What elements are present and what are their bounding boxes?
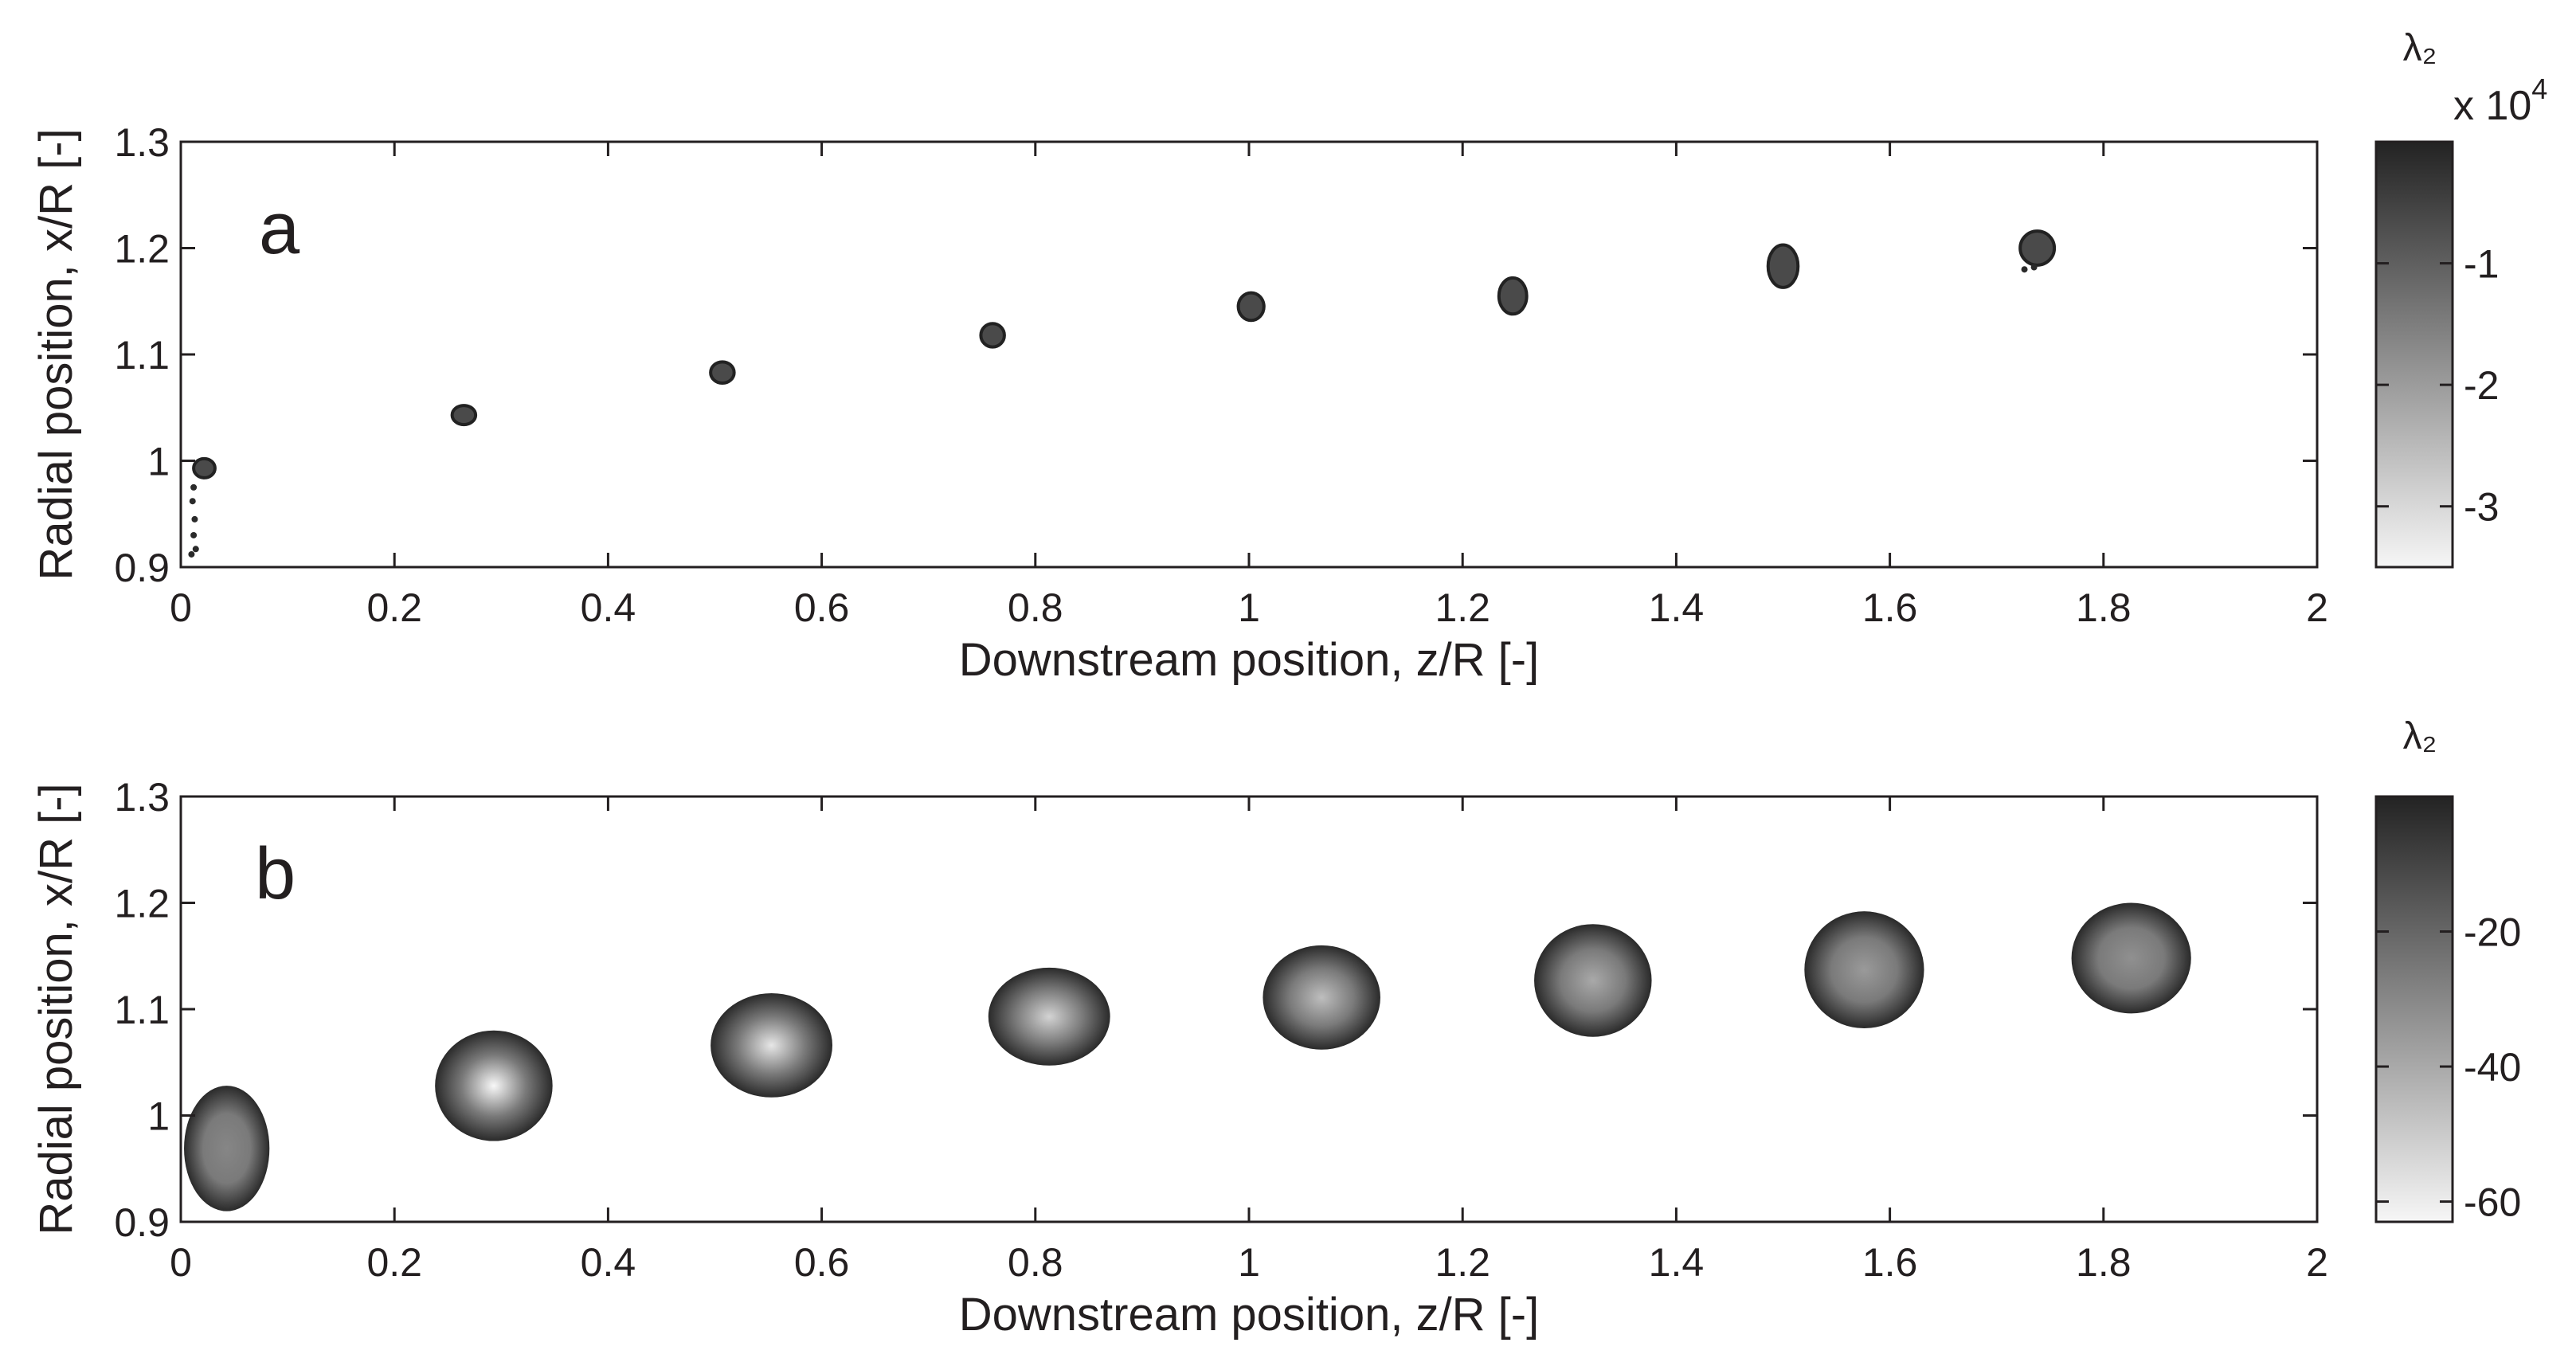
y-tick-label: 1 xyxy=(147,440,170,484)
vortex-core-marker xyxy=(1263,945,1380,1050)
plot-frame-b xyxy=(179,795,2319,1223)
debris-point xyxy=(189,498,196,505)
x-tick-label: 1.8 xyxy=(2076,1240,2132,1285)
plot-area-a xyxy=(188,229,2057,558)
vortex-core-marker xyxy=(1497,276,1529,316)
y-tick-label: 0.9 xyxy=(114,1200,170,1245)
debris-point xyxy=(191,515,198,523)
vortex-core-marker xyxy=(450,404,478,427)
y-axis-label-b: Radial position, x/R [-] xyxy=(30,783,82,1235)
y-ticks-b: 0.9 1 1.1 1.2 1.3 xyxy=(114,775,2317,1245)
debris-point xyxy=(190,483,198,491)
colorbar-tick-label: -60 xyxy=(2464,1180,2521,1225)
y-tick-label: 1 xyxy=(147,1094,170,1139)
colorbar-tick-label: -40 xyxy=(2464,1045,2521,1090)
x-tick-label: 1.4 xyxy=(1649,1240,1705,1285)
colorbar-a: -1 -2 -3 λ₂ x 104 xyxy=(2374,27,2547,569)
vortex-core-marker xyxy=(979,322,1006,349)
panel-a: 0 0.2 0.4 0.6 0.8 1 1.2 1.4 1.6 1.8 2 0.9 1 1.1 1.2 1.… xyxy=(30,27,2547,686)
vortex-core-marker xyxy=(2018,229,2057,267)
panel-b: 0 0.2 0.4 0.6 0.8 1 1.2 1.4 1.6 1.8 2 0.9 1 1.1 1.2 1.… xyxy=(30,715,2521,1341)
x-tick-label: 0.8 xyxy=(1008,585,1063,630)
debris-point xyxy=(2030,264,2038,271)
x-ticks-a: 0 0.2 0.4 0.6 0.8 1 1.2 1.4 1.6 1.8 2 xyxy=(170,142,2328,630)
y-ticks-a: 0.9 1 1.1 1.2 1.3 xyxy=(114,120,2317,590)
y-axis-label-a: Radial position, x/R [-] xyxy=(30,128,82,580)
x-tick-label: 0.4 xyxy=(581,1240,636,1285)
debris-point xyxy=(188,550,195,558)
x-tick-label: 1 xyxy=(1238,1240,1260,1285)
colorbar-label-a: λ₂ xyxy=(2403,27,2437,69)
x-tick-label: 0.4 xyxy=(581,585,636,630)
x-tick-label: 0.6 xyxy=(794,585,850,630)
x-tick-label: 0.2 xyxy=(366,1240,422,1285)
x-tick-label: 1.4 xyxy=(1649,585,1705,630)
colorbar-multiplier-exponent-a: 4 xyxy=(2531,72,2547,105)
x-tick-label: 0 xyxy=(170,585,192,630)
y-tick-label: 1.3 xyxy=(114,120,170,165)
y-tick-label: 1.3 xyxy=(114,775,170,820)
colorbar-tick-label: -2 xyxy=(2464,363,2499,408)
vortex-core-marker xyxy=(711,992,833,1098)
x-tick-label: 1.6 xyxy=(1862,1240,1918,1285)
x-tick-label: 2 xyxy=(2306,585,2328,630)
colorbar-gradient-a xyxy=(2374,140,2454,569)
debris-point xyxy=(2021,266,2028,273)
vortex-core-marker xyxy=(435,1030,553,1141)
x-tick-label: 0.2 xyxy=(366,585,422,630)
colorbar-multiplier-text-a: x 10 xyxy=(2453,83,2531,129)
y-tick-label: 1.1 xyxy=(114,988,170,1032)
vortex-core-marker xyxy=(1236,291,1266,323)
plot-frame-a xyxy=(179,140,2319,569)
y-tick-label: 1.1 xyxy=(114,333,170,378)
vortex-core-marker xyxy=(709,360,736,386)
colorbar-gradient-b xyxy=(2374,795,2454,1223)
x-tick-label: 1.6 xyxy=(1862,585,1918,630)
panel-label-b: b xyxy=(255,833,296,914)
colorbar-ticks-b: -20 -40 -60 xyxy=(2376,910,2521,1225)
vortex-core-marker xyxy=(1804,911,1924,1029)
x-tick-label: 1.8 xyxy=(2076,585,2132,630)
vortex-core-marker xyxy=(988,967,1110,1066)
vortex-core-marker xyxy=(1534,924,1652,1037)
vortex-core-marker xyxy=(192,456,217,479)
colorbar-tick-label: -20 xyxy=(2464,910,2521,955)
vortex-core-marker xyxy=(2071,902,2191,1014)
x-tick-label: 0.8 xyxy=(1008,1240,1063,1285)
debris-point xyxy=(192,546,199,553)
vortex-core-marker xyxy=(1766,243,1800,289)
x-tick-label: 0 xyxy=(170,1240,192,1285)
y-tick-label: 1.2 xyxy=(114,227,170,272)
x-tick-label: 1.2 xyxy=(1435,1240,1490,1285)
x-tick-label: 1 xyxy=(1238,585,1260,630)
colorbar-ticks-a: -1 -2 -3 xyxy=(2376,242,2499,530)
debris-point xyxy=(190,531,198,538)
x-ticks-b: 0 0.2 0.4 0.6 0.8 1 1.2 1.4 1.6 1.8 2 xyxy=(170,797,2328,1285)
colorbar-tick-label: -3 xyxy=(2464,485,2499,530)
x-tick-label: 2 xyxy=(2306,1240,2328,1285)
colorbar-b: -20 -40 -60 λ₂ xyxy=(2374,715,2521,1225)
x-axis-label-a: Downstream position, z/R [-] xyxy=(959,634,1539,686)
y-tick-label: 1.2 xyxy=(114,882,170,926)
colorbar-label-b: λ₂ xyxy=(2403,715,2437,757)
x-axis-label-b: Downstream position, z/R [-] xyxy=(959,1289,1539,1341)
y-tick-label: 0.9 xyxy=(114,546,170,590)
colorbar-tick-label: -1 xyxy=(2464,242,2499,287)
plot-area-b xyxy=(184,902,2191,1211)
colorbar-multiplier-a: x 104 xyxy=(2453,72,2547,129)
vortex-core-marker xyxy=(184,1086,270,1211)
x-tick-label: 1.2 xyxy=(1435,585,1490,630)
x-tick-label: 0.6 xyxy=(794,1240,850,1285)
panel-label-a: a xyxy=(259,188,300,269)
